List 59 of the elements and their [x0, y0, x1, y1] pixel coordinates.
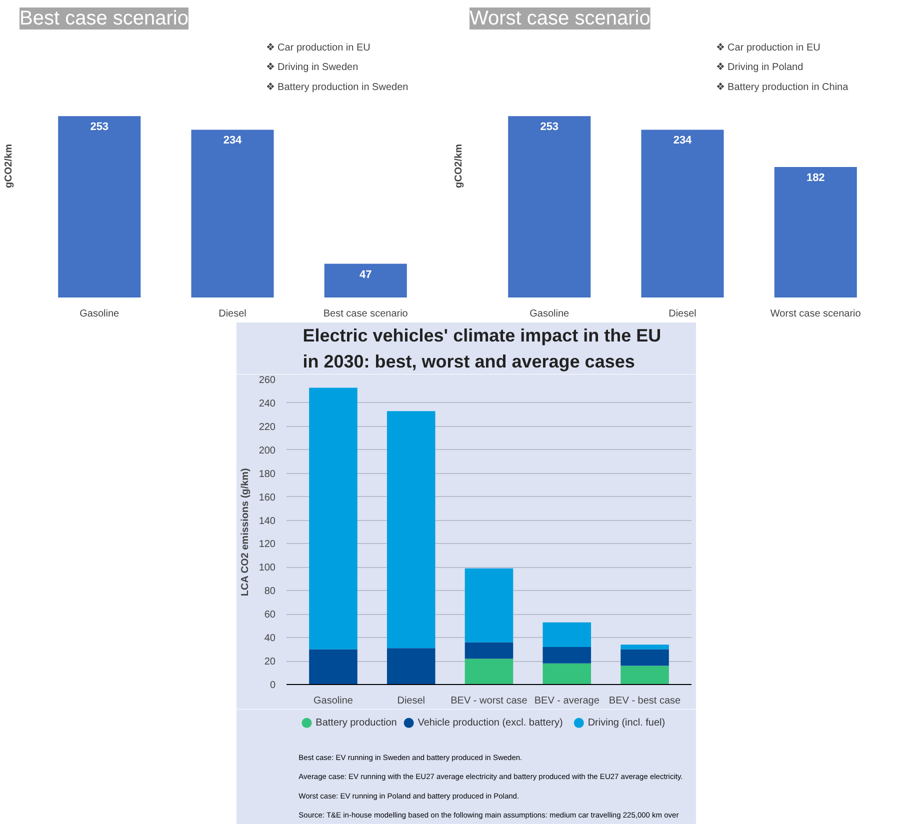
bar: [464, 568, 514, 642]
data-label: 47: [360, 268, 372, 281]
x-tick-label: Worst case scenario: [770, 308, 862, 320]
y-tick-label: 80: [264, 586, 276, 598]
bar: [542, 663, 592, 684]
y-tick-label: 40: [264, 633, 276, 644]
x-tick-label: BEV - average: [534, 696, 600, 706]
y-tick-label: 260: [258, 375, 276, 386]
x-tick-label: Diesel: [668, 308, 696, 320]
legend-label: Driving (incl. fuel): [588, 717, 666, 728]
x-tick-label: BEV - worst case: [450, 696, 528, 706]
x-tick-label: Diesel: [218, 308, 246, 320]
x-tick-label: Gasoline: [530, 308, 570, 320]
text: ❖ Driving in Sweden: [266, 62, 358, 74]
bar: [620, 644, 669, 650]
chart-title: Worst case scenario: [470, 8, 650, 30]
y-tick-label: 100: [258, 562, 276, 574]
x-tick-label: Best case scenario: [323, 308, 408, 320]
data-label: 253: [540, 121, 559, 134]
y-tick-label: 180: [258, 468, 276, 480]
text: ❖ Battery production in China: [716, 82, 849, 93]
bar: [309, 649, 358, 684]
bar: [620, 666, 669, 684]
y-tick-label: 160: [258, 492, 276, 504]
y-tick-label: 120: [258, 539, 276, 550]
y-tick-label: 0: [270, 680, 276, 691]
data-label: 182: [806, 172, 825, 184]
bar: [464, 642, 514, 659]
y-tick-label: 20: [264, 656, 276, 668]
y-tick-label: 140: [258, 516, 276, 527]
bar: [386, 411, 436, 648]
x-tick-label: Gasoline: [313, 696, 354, 706]
x-tick-label: Gasoline: [80, 308, 120, 320]
data-label: 234: [673, 134, 693, 147]
y-tick-label: 240: [258, 398, 276, 410]
text: ❖ Car production in EU: [266, 42, 370, 54]
bar: [542, 646, 592, 664]
bar: [309, 388, 358, 650]
chart-title: Best case scenario: [20, 8, 188, 30]
y-axis-title: gCO2/km: [4, 144, 14, 188]
bar: [542, 622, 592, 647]
y-tick-label: 200: [258, 445, 276, 456]
data-label: 234: [223, 134, 243, 147]
x-tick-label: BEV - best case: [608, 696, 682, 706]
bar: [464, 658, 514, 684]
legend-label: Battery production: [316, 717, 397, 728]
bar: [620, 649, 669, 666]
chart-title: Electric vehicles' climate impact in the EU in 2030: best, worst and average cases: [302, 326, 662, 372]
legend-label: Vehicle production (excl. battery): [418, 717, 563, 728]
y-axis-title: LCA CO2 emissions (g/km): [240, 468, 251, 596]
bar: [386, 648, 436, 684]
data-label: 253: [90, 121, 109, 134]
x-tick-label: Diesel: [397, 696, 426, 706]
text: ❖ Car production in EU: [716, 42, 820, 54]
text: ❖ Driving in Poland: [716, 62, 804, 74]
y-tick-label: 60: [264, 610, 276, 621]
y-tick-label: 220: [258, 422, 276, 433]
text: ❖ Battery production in Sweden: [266, 82, 408, 93]
y-axis-title: gCO2/km: [454, 144, 464, 188]
